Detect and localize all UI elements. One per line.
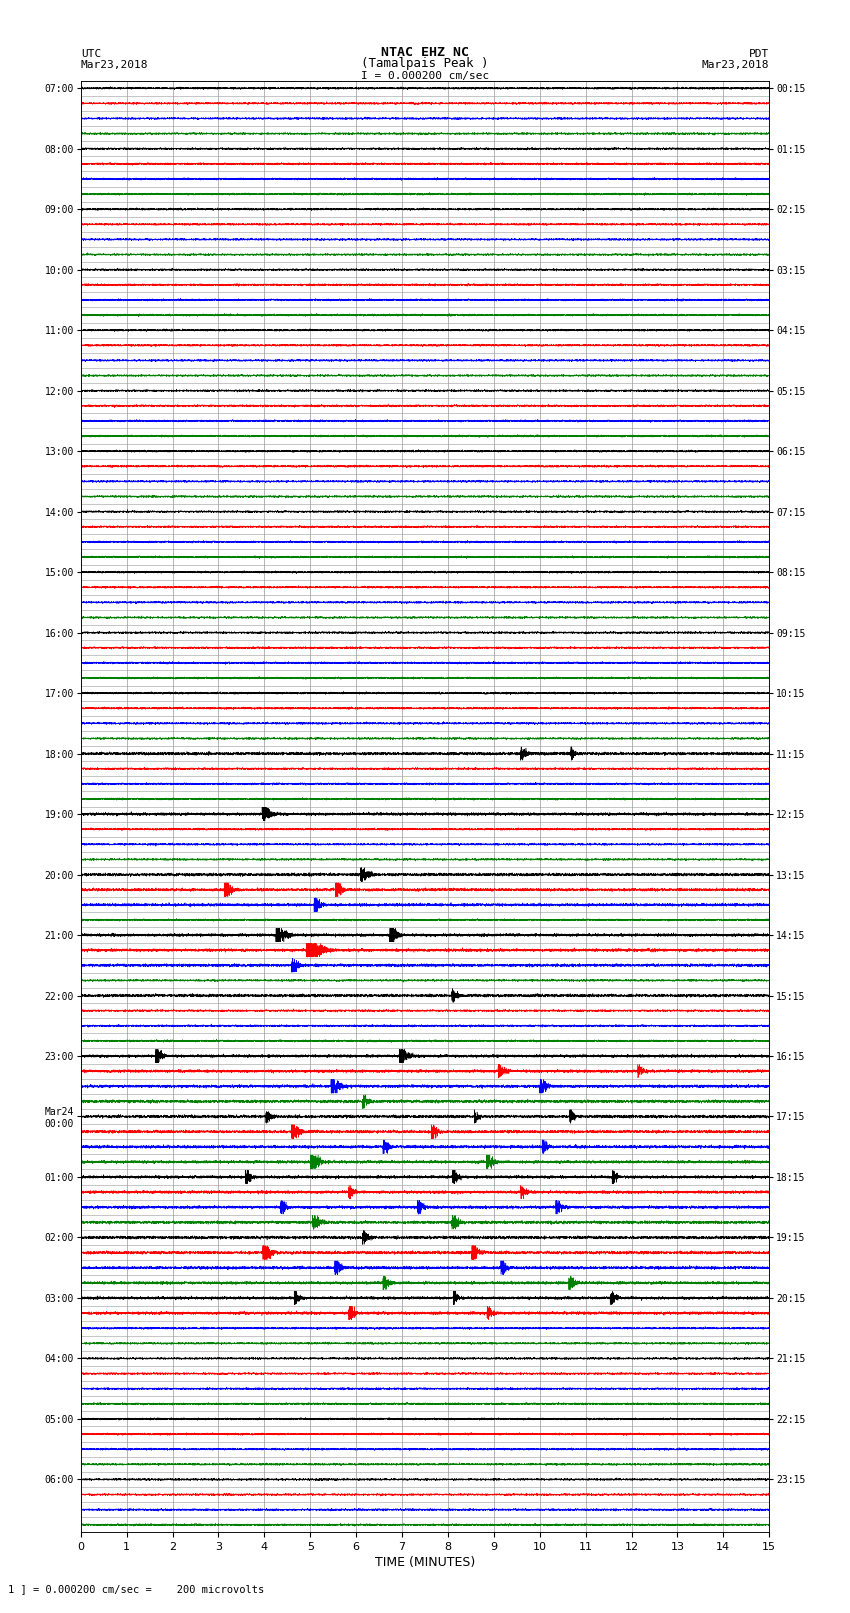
Text: I = 0.000200 cm/sec: I = 0.000200 cm/sec <box>361 71 489 82</box>
Text: Mar23,2018: Mar23,2018 <box>81 60 148 71</box>
Text: Mar23,2018: Mar23,2018 <box>702 60 769 71</box>
Text: NTAC EHZ NC: NTAC EHZ NC <box>381 45 469 58</box>
Text: UTC: UTC <box>81 48 101 58</box>
Text: 1 ] = 0.000200 cm/sec =    200 microvolts: 1 ] = 0.000200 cm/sec = 200 microvolts <box>8 1584 264 1594</box>
X-axis label: TIME (MINUTES): TIME (MINUTES) <box>375 1557 475 1569</box>
Text: (Tamalpais Peak ): (Tamalpais Peak ) <box>361 56 489 71</box>
Text: PDT: PDT <box>749 48 769 58</box>
